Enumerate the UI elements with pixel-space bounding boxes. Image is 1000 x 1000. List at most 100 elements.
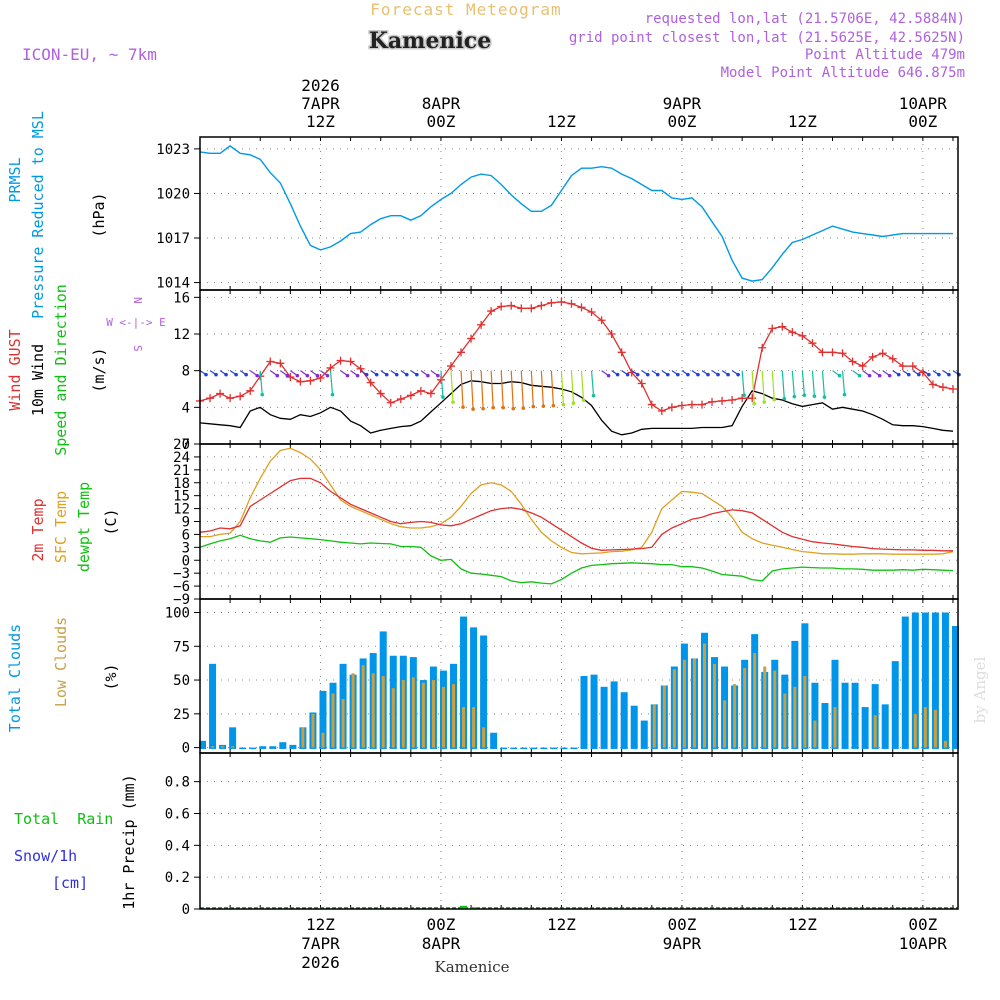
wind-gust-marker (848, 357, 857, 366)
wind-direction-arrow (490, 370, 494, 408)
total-clouds-bar (269, 746, 277, 749)
ytick-label-wind: 4 (182, 400, 190, 416)
model-altitude: Model Point Altitude 646.875m (721, 65, 965, 81)
wind-direction-arrow-head (736, 372, 740, 377)
wind-gust-marker (477, 320, 486, 329)
total-clouds-bar (630, 705, 638, 749)
wind-direction-arrow-head (305, 373, 310, 378)
wind-direction-arrow (580, 370, 585, 401)
wind-direction-arrow (540, 370, 544, 407)
wind-direction-arrow (751, 370, 755, 404)
snow-label: Snow/1h (14, 847, 77, 865)
wind-gust-marker (396, 395, 405, 404)
plot-area: 10141017102010230481216−9−6−303691215182… (156, 76, 961, 972)
wind-gust-marker (356, 364, 365, 373)
wind-direction-arrow-head (802, 393, 807, 397)
time-axis-top-label: 10APR (899, 94, 948, 113)
wind-gust-marker (426, 389, 435, 398)
time-axis-top-label: 12Z (547, 112, 576, 131)
ytick-label-clouds: 0 (182, 741, 190, 757)
clouds-unit: (%) (102, 663, 120, 690)
wind-gust-marker (416, 386, 425, 395)
wind-direction-arrow-head (315, 373, 320, 378)
wind-gust-marker (597, 316, 606, 325)
total-clouds-bar (590, 674, 598, 749)
location-title: Kamenice (369, 28, 491, 54)
wind-direction-arrow-head (325, 373, 330, 378)
total-clouds-bar (500, 747, 508, 750)
low-clouds-bar (873, 715, 877, 748)
ytick-label-clouds: 100 (165, 606, 190, 622)
low-clouds-bar (913, 713, 917, 748)
sfc-temp-line (200, 447, 954, 555)
wind-gust-label: Wind GUST (6, 329, 24, 410)
wind-direction-arrow-head (364, 372, 369, 377)
wind-gust-marker (778, 322, 787, 331)
wind-gust-marker (336, 356, 345, 365)
total-clouds-bar (610, 681, 618, 749)
snow-unit-label: [cm] (52, 874, 88, 892)
time-axis-top-label: 00Z (908, 112, 937, 131)
wind-direction-arrow-head (842, 392, 847, 397)
total-clouds-bar (891, 661, 899, 749)
total-clouds-bar (259, 746, 267, 749)
time-axis-bottom-label: 2026 (301, 953, 340, 972)
point-altitude: Point Altitude 479m (805, 47, 965, 63)
wind-gust-marker (878, 349, 887, 358)
wind-gust-marker (386, 398, 395, 407)
wind-gust-marker (677, 401, 686, 410)
total-clouds-bar (199, 740, 206, 749)
time-axis-bottom-label: 9APR (663, 934, 702, 953)
total-clouds-bar (530, 747, 538, 750)
wind-direction-arrow-head (581, 398, 586, 402)
wind-direction-arrow-head (471, 407, 475, 411)
wind-direction-arrow-head (937, 372, 941, 377)
low-clouds-bar (662, 685, 666, 748)
total-clouds-bar (510, 747, 518, 750)
low-clouds-bar (652, 704, 656, 748)
wind-direction-arrow (480, 370, 484, 409)
wind-dir-label: Speed and Direction (52, 284, 70, 456)
total-clouds-bar (841, 682, 849, 749)
ytick-label-temperature: 15 (173, 489, 190, 505)
wind-gust-marker (537, 301, 546, 310)
temp-2m-line (199, 477, 953, 552)
low-clouds-bar (813, 720, 817, 748)
meteogram-subtitle: Forecast Meteogram (370, 0, 561, 19)
wind-gust-line (199, 301, 954, 412)
low-clouds-bar (421, 682, 425, 748)
ytick-label-pressure: 1020 (156, 186, 190, 202)
low-clouds-bar (702, 643, 706, 748)
low-clouds-bar (211, 746, 215, 748)
low-clouds-bar (733, 684, 737, 748)
wind-gust-marker (376, 389, 385, 398)
wind-direction-arrow-head (591, 393, 596, 398)
time-axis-bottom-label: 00Z (427, 915, 456, 934)
wind-direction-arrow-head (716, 372, 720, 377)
pressure-unit: (hPa) (90, 192, 108, 237)
wind-direction-arrow-head (275, 373, 280, 378)
total-clouds-bar (289, 744, 297, 749)
low-clouds-bar (231, 746, 235, 748)
wind-direction-arrow-head (481, 406, 485, 411)
wind-direction-arrow (550, 370, 554, 406)
low-clouds-bar (923, 707, 927, 748)
total-clouds-bar (921, 612, 929, 749)
total-clouds-bar (911, 612, 919, 749)
wind-gust-marker (266, 357, 275, 366)
total-clouds-bar (470, 627, 478, 749)
wind-direction-arrow (811, 370, 816, 397)
wind-gust-marker (457, 348, 466, 357)
total-clouds-bar (620, 692, 628, 749)
wind-direction-arrow-head (782, 396, 787, 401)
total-clouds-bar (550, 747, 558, 750)
low-clouds-bar (331, 693, 335, 748)
total-clouds-bar (279, 742, 287, 749)
dir-south: S (131, 345, 144, 352)
low-clouds-bar (311, 713, 315, 748)
wind-direction-arrow-head (374, 372, 379, 377)
wind-direction-arrow (530, 370, 534, 407)
temp-sfc-label: SFC Temp (52, 491, 70, 563)
wind-direction-arrow (791, 370, 795, 397)
